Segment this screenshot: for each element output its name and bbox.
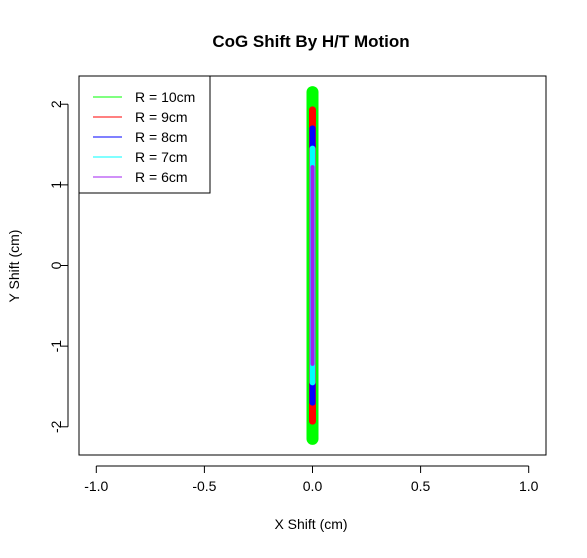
- legend-box: [78, 75, 211, 194]
- plot-frame: [78, 75, 547, 456]
- x-axis-label: X Shift (cm): [274, 516, 347, 532]
- y-tick-label: -2: [48, 420, 64, 433]
- chart-title: CoG Shift By H/T Motion: [212, 32, 409, 51]
- x-tick-label: 0.5: [411, 478, 431, 494]
- y-tick-label: -1: [48, 340, 64, 353]
- x-tick-label: 1.0: [519, 478, 539, 494]
- y-tick-label: 1: [48, 181, 64, 189]
- y-tick-label: 2: [48, 100, 64, 108]
- legend-label-1: R = 10cm: [135, 89, 195, 105]
- legend-label-2: R = 9cm: [135, 109, 188, 125]
- y-axis-label: Y Shift (cm): [6, 230, 22, 303]
- x-tick-label: 0.0: [303, 478, 323, 494]
- legend-label-4: R = 7cm: [135, 149, 188, 165]
- legend-label-3: R = 8cm: [135, 129, 188, 145]
- x-tick-label: -0.5: [192, 478, 216, 494]
- x-axis: -1.0 -0.5 0.0 0.5 1.0: [84, 465, 539, 494]
- legend: R = 10cm R = 9cm R = 8cm R = 7cm R = 6cm: [78, 75, 211, 194]
- legend-label-5: R = 6cm: [135, 169, 188, 185]
- y-axis: -2 -1 0 1 2: [48, 100, 69, 433]
- x-tick-label: -1.0: [84, 478, 108, 494]
- y-tick-label: 0: [48, 261, 64, 269]
